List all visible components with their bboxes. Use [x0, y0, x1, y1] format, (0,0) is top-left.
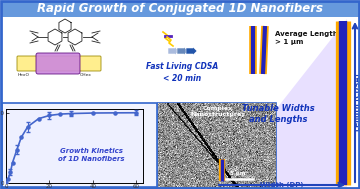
Point	[112, 111, 118, 114]
Polygon shape	[215, 19, 347, 187]
Point	[134, 111, 139, 114]
Text: Width (DP): Width (DP)	[260, 182, 304, 188]
Point	[36, 117, 41, 120]
Point	[58, 113, 63, 116]
Point	[68, 112, 74, 115]
Point	[18, 136, 24, 139]
Text: Rapid Growth of Conjugated 1D Nanofibers: Rapid Growth of Conjugated 1D Nanofibers	[37, 2, 323, 15]
Text: Growth Kinetics
of 1D Nanofibers: Growth Kinetics of 1D Nanofibers	[58, 148, 124, 162]
Point	[8, 171, 13, 174]
Text: Tunable Widths
and Lengths: Tunable Widths and Lengths	[242, 104, 314, 124]
Bar	[1, 1, 359, 17]
Point	[90, 112, 96, 115]
Text: Length (CDSA): Length (CDSA)	[355, 73, 360, 131]
Point	[5, 177, 11, 180]
Point	[10, 161, 15, 164]
Text: OHex: OHex	[80, 73, 92, 77]
FancyArrow shape	[177, 47, 188, 55]
Point	[3, 181, 9, 184]
Bar	[158, 103, 276, 187]
Text: Complex
Nanostructures: Complex Nanostructures	[190, 106, 246, 117]
Point	[25, 125, 31, 128]
Point	[46, 114, 52, 117]
Text: HexO: HexO	[18, 73, 30, 77]
Point	[14, 148, 20, 151]
Text: Fast Living CDSA
< 20 min: Fast Living CDSA < 20 min	[146, 62, 218, 83]
FancyArrow shape	[168, 47, 179, 55]
FancyBboxPatch shape	[17, 56, 101, 71]
FancyBboxPatch shape	[36, 53, 80, 74]
Text: 5 μm: 5 μm	[230, 171, 246, 176]
FancyArrow shape	[186, 47, 197, 55]
Text: Average Lengths
> 1 μm: Average Lengths > 1 μm	[275, 31, 342, 45]
Bar	[2, 103, 157, 187]
